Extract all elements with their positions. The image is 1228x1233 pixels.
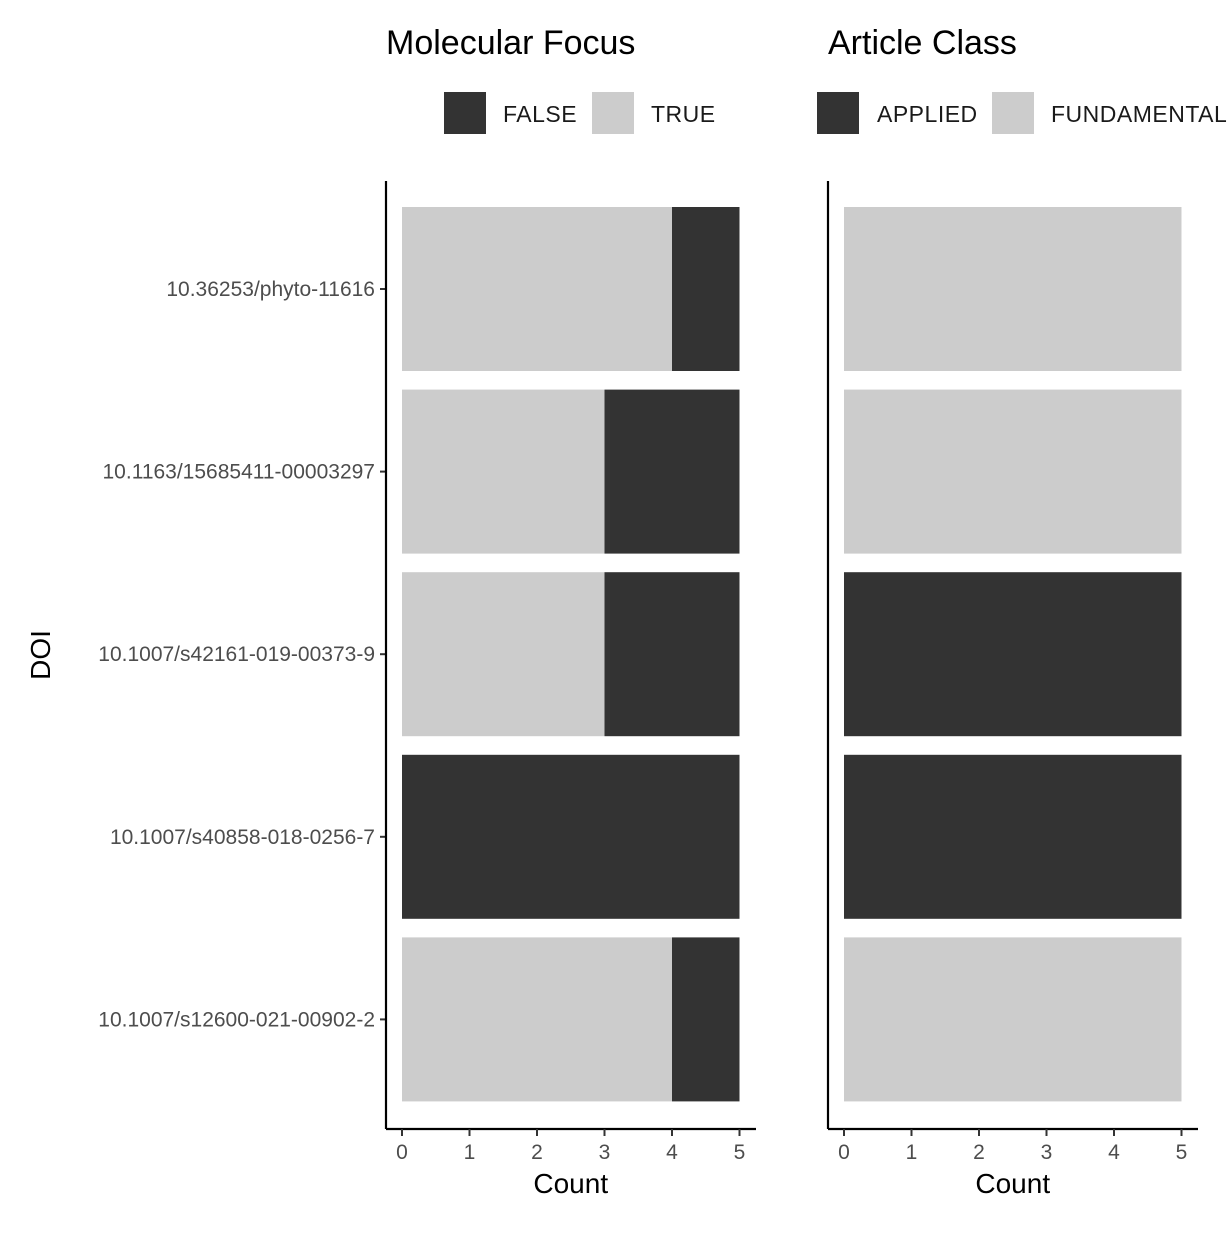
bar-applied-2 (844, 572, 1182, 737)
x-tick-label: 4 (1108, 1141, 1120, 1164)
y-tick-label: 10.1163/15685411-00003297 (103, 461, 376, 484)
x-axis-title: Count (975, 1168, 1050, 1199)
x-tick-label: 1 (464, 1141, 476, 1164)
x-tick-label: 0 (838, 1141, 850, 1164)
bar-false-1 (604, 389, 740, 554)
bar-false-2 (604, 572, 740, 737)
x-axis-title: Count (533, 1168, 608, 1199)
x-tick-label: 4 (666, 1141, 678, 1164)
x-tick-label: 3 (1041, 1141, 1053, 1164)
x-tick-label: 0 (396, 1141, 408, 1164)
bar-fundamental-1 (844, 389, 1182, 554)
x-tick-label: 5 (1176, 1141, 1188, 1164)
bar-applied-3 (844, 754, 1182, 919)
bar-false-0 (672, 207, 740, 371)
x-tick-label: 5 (734, 1141, 746, 1164)
bar-fundamental-4 (844, 937, 1182, 1102)
bar-false-4 (672, 937, 740, 1102)
bar-true-2 (402, 572, 605, 737)
legend-swatch-true (592, 92, 634, 134)
x-tick-label: 2 (973, 1141, 985, 1164)
legend-label-false: FALSE (503, 101, 577, 127)
y-tick-label: 10.36253/phyto-11616 (166, 278, 375, 301)
legend-swatch-false (444, 92, 486, 134)
panel-title: Molecular Focus (386, 24, 635, 62)
panel-title: Article Class (828, 24, 1017, 62)
y-axis-title: DOI (25, 630, 56, 680)
x-tick-label: 3 (599, 1141, 611, 1164)
x-tick-label: 2 (531, 1141, 543, 1164)
legend-swatch-applied (817, 92, 859, 134)
bar-true-1 (402, 389, 605, 554)
y-tick-label: 10.1007/s40858-018-0256-7 (110, 826, 375, 849)
y-tick-label: 10.1007/s12600-021-00902-2 (98, 1008, 375, 1031)
bar-fundamental-0 (844, 207, 1182, 371)
bar-true-0 (402, 207, 672, 371)
legend-label-fundamental: FUNDAMENTAL (1051, 101, 1227, 127)
legend-swatch-fundamental (992, 92, 1034, 134)
bar-true-4 (402, 937, 672, 1102)
bar-false-3 (402, 754, 740, 919)
legend-label-applied: APPLIED (877, 101, 978, 127)
x-tick-label: 1 (906, 1141, 918, 1164)
legend-label-true: TRUE (651, 101, 716, 127)
y-tick-label: 10.1007/s42161-019-00373-9 (98, 643, 375, 666)
